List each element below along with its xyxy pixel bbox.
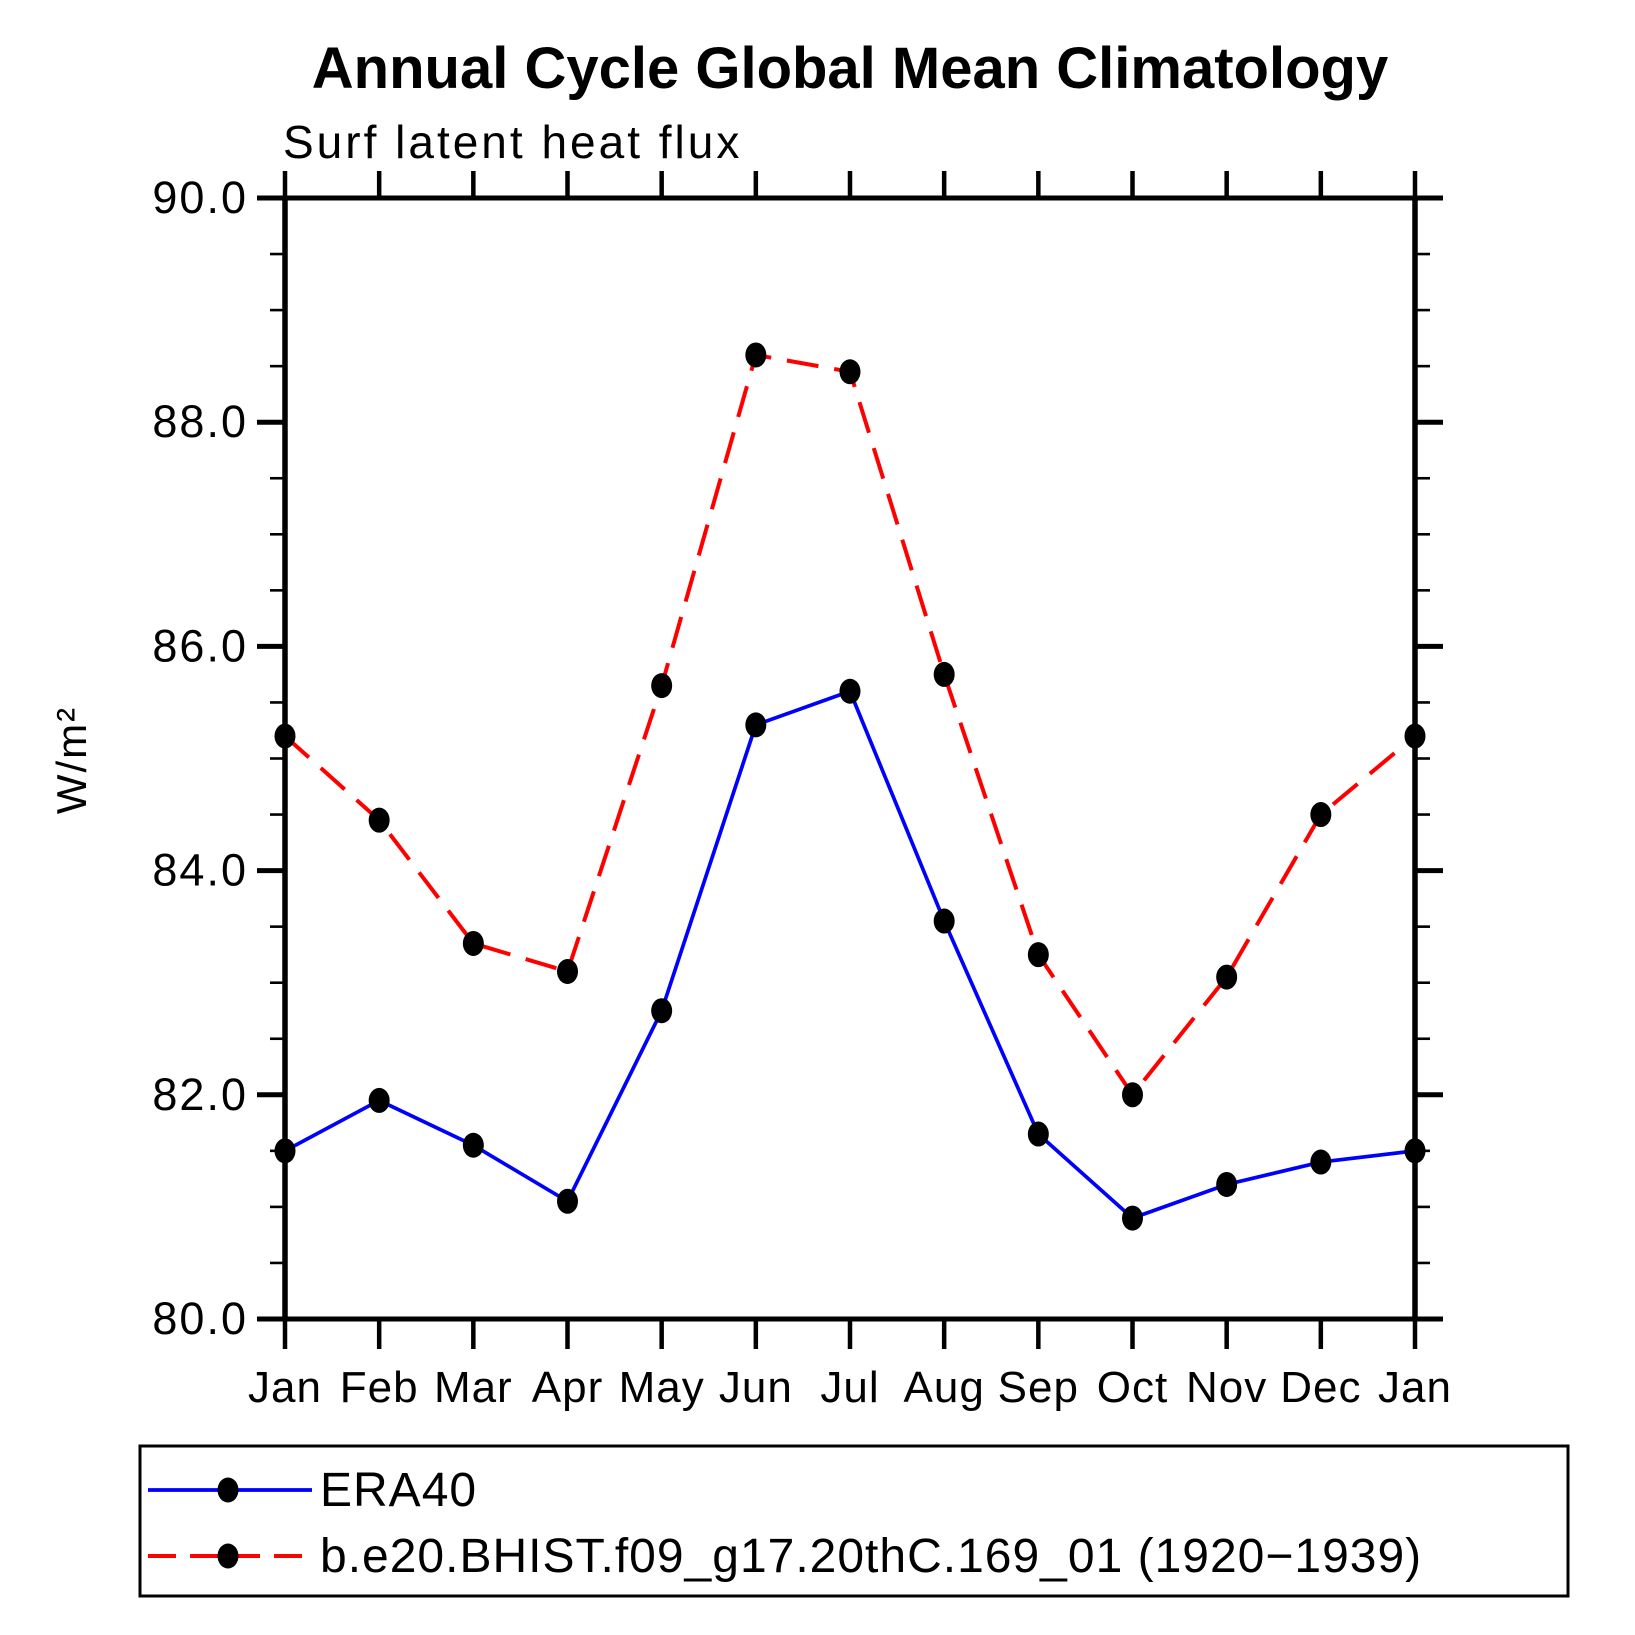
data-point-marker — [1310, 802, 1332, 828]
data-point-marker — [274, 1138, 296, 1164]
y-tick-label: 80.0 — [152, 1293, 248, 1344]
data-point-marker — [557, 958, 578, 984]
legend-label: b.e20.BHIST.f09_g17.20thC.169_01 (1920−1… — [320, 1530, 1422, 1583]
series-line-model — [283, 352, 1417, 1099]
data-point-marker — [933, 661, 955, 687]
data-point-marker — [1216, 964, 1238, 990]
data-point-marker — [651, 998, 673, 1024]
legend-entry: b.e20.BHIST.f09_g17.20thC.169_01 (1920−1… — [148, 1530, 1422, 1583]
data-point-marker — [368, 807, 390, 833]
data-point-marker — [933, 908, 955, 934]
x-tick-label: Jan — [248, 1363, 322, 1412]
y-axis-label: W/m² — [48, 706, 95, 814]
legend-marker — [217, 1543, 239, 1569]
data-point-marker — [274, 723, 296, 749]
data-point-marker — [462, 1132, 484, 1158]
data-point-marker — [1027, 942, 1049, 968]
data-point-marker — [1216, 1171, 1238, 1197]
data-point-marker — [462, 930, 484, 956]
data-point-marker — [839, 678, 861, 704]
data-point-marker — [1404, 1138, 1426, 1164]
y-tick-label: 90.0 — [152, 172, 248, 223]
x-tick-label: Dec — [1280, 1363, 1361, 1412]
x-tick-label: Feb — [340, 1363, 419, 1412]
data-point-marker — [1122, 1082, 1143, 1108]
legend: ERA40 b.e20.BHIST.f09_g17.20thC.169_01 (1… — [138, 1444, 1570, 1598]
x-tick-label: Jul — [820, 1363, 879, 1412]
chart-subtitle: Surf latent heat flux — [283, 116, 742, 168]
data-point-marker — [745, 342, 767, 368]
x-tick-label: Sep — [998, 1363, 1079, 1412]
legend-label: ERA40 — [320, 1464, 477, 1517]
data-point-marker — [651, 673, 673, 699]
y-tick-label: 86.0 — [152, 620, 248, 671]
data-point-marker — [1404, 723, 1426, 749]
x-tick-label: Jun — [719, 1363, 793, 1412]
legend-entry: ERA40 — [148, 1464, 477, 1517]
y-tick-label: 84.0 — [152, 845, 248, 896]
x-tick-label: Mar — [434, 1363, 513, 1412]
data-point-marker — [1310, 1149, 1332, 1175]
x-tick-label: Aug — [904, 1363, 985, 1412]
legend-box — [138, 1444, 1570, 1598]
chart-title: Annual Cycle Global Mean Climatology — [312, 36, 1388, 101]
data-point-marker — [839, 359, 861, 385]
data-point-marker — [1122, 1205, 1143, 1231]
data-point-marker — [557, 1188, 578, 1214]
data-point-marker — [368, 1087, 390, 1113]
x-tick-label: Nov — [1186, 1363, 1267, 1412]
x-tick-label: Jan — [1378, 1363, 1452, 1412]
legend-marker — [217, 1477, 239, 1503]
x-tick-label: Apr — [532, 1363, 603, 1412]
x-tick-label: Oct — [1097, 1363, 1168, 1412]
y-tick-label: 82.0 — [152, 1069, 248, 1120]
x-tick-label: May — [619, 1363, 705, 1412]
data-point-marker — [745, 712, 767, 738]
plot-area: 80.0 82.0 84.0 86.0 88.0 90.0 Jan Feb Mar Apr May J… — [152, 171, 1452, 1412]
y-tick-label: 88.0 — [152, 396, 248, 447]
data-point-marker — [1027, 1121, 1049, 1147]
series-line-era40 — [284, 688, 1416, 1221]
